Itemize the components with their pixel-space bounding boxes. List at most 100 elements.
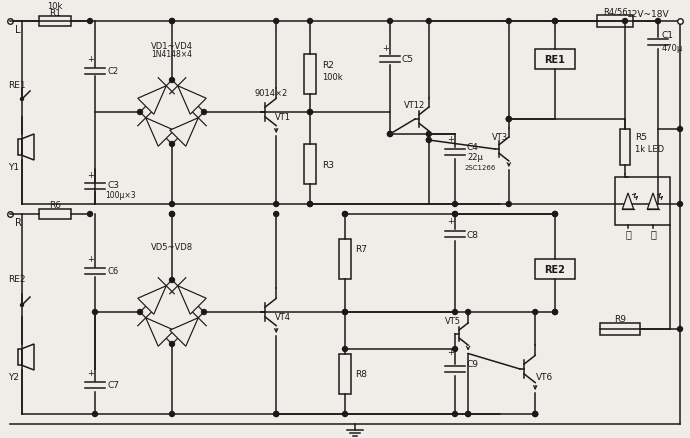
Text: +: +	[448, 348, 455, 357]
Circle shape	[466, 310, 471, 315]
Polygon shape	[178, 286, 206, 314]
Text: C3: C3	[107, 180, 119, 189]
Text: +: +	[88, 55, 95, 64]
Text: VT4: VT4	[275, 313, 291, 322]
Circle shape	[88, 212, 92, 217]
Bar	[339, 354, 351, 394]
Bar	[615, 177, 670, 226]
Circle shape	[201, 110, 206, 115]
Circle shape	[506, 117, 511, 122]
Circle shape	[274, 212, 279, 217]
Circle shape	[342, 347, 348, 352]
Bar	[18, 139, 22, 156]
Circle shape	[170, 212, 175, 217]
Bar	[339, 240, 351, 279]
Text: C6: C6	[107, 267, 118, 276]
Bar	[620, 130, 630, 166]
Text: 1k LED: 1k LED	[635, 145, 664, 154]
Circle shape	[137, 310, 143, 315]
Circle shape	[533, 310, 538, 315]
Circle shape	[274, 19, 279, 25]
Text: 470μ: 470μ	[662, 43, 683, 53]
Circle shape	[170, 412, 175, 417]
Text: +: +	[448, 217, 455, 226]
Text: 绿: 绿	[650, 229, 656, 238]
Text: C4: C4	[467, 143, 479, 152]
Circle shape	[678, 327, 682, 332]
Circle shape	[308, 110, 313, 115]
Bar	[18, 349, 22, 365]
Text: RE1: RE1	[8, 80, 26, 89]
Text: 100k: 100k	[322, 72, 343, 81]
Polygon shape	[170, 318, 198, 346]
Circle shape	[453, 202, 457, 207]
Circle shape	[170, 78, 175, 83]
Bar	[39, 17, 71, 27]
Circle shape	[137, 110, 143, 115]
Circle shape	[201, 310, 206, 315]
Polygon shape	[647, 194, 658, 209]
Circle shape	[553, 212, 558, 217]
Circle shape	[274, 412, 279, 417]
Text: VT5: VT5	[445, 317, 461, 326]
Text: RE1: RE1	[544, 55, 565, 65]
Circle shape	[92, 412, 97, 417]
Polygon shape	[22, 135, 34, 161]
Circle shape	[453, 212, 457, 217]
Text: +: +	[88, 369, 95, 378]
Text: R: R	[15, 218, 22, 227]
Circle shape	[170, 19, 175, 25]
Text: R6: R6	[49, 201, 61, 210]
Circle shape	[426, 138, 431, 143]
Text: +: +	[88, 255, 95, 264]
Bar	[600, 323, 640, 335]
Text: 12V~18V: 12V~18V	[627, 10, 669, 18]
Text: C5: C5	[402, 55, 414, 64]
Polygon shape	[146, 119, 175, 147]
Text: R2: R2	[322, 60, 334, 69]
Circle shape	[553, 19, 558, 25]
Circle shape	[170, 142, 175, 147]
Text: R1: R1	[49, 8, 61, 18]
Text: +: +	[448, 135, 455, 144]
Text: RE2: RE2	[544, 265, 565, 274]
Circle shape	[342, 310, 348, 315]
Text: R9: R9	[614, 315, 626, 324]
Circle shape	[170, 202, 175, 207]
Polygon shape	[170, 119, 198, 147]
Text: VD5~VD8: VD5~VD8	[151, 243, 193, 252]
Circle shape	[426, 19, 431, 25]
Circle shape	[388, 132, 393, 137]
Polygon shape	[146, 318, 175, 346]
Text: C7: C7	[107, 381, 119, 390]
Text: VT12: VT12	[404, 100, 426, 109]
Polygon shape	[22, 344, 34, 370]
Circle shape	[88, 19, 92, 25]
Circle shape	[92, 310, 97, 315]
Text: +: +	[88, 170, 95, 179]
Circle shape	[342, 212, 348, 217]
Circle shape	[274, 202, 279, 207]
Bar	[597, 16, 633, 28]
Bar	[304, 145, 316, 184]
Circle shape	[170, 278, 175, 283]
Circle shape	[388, 132, 393, 137]
Text: R5: R5	[635, 133, 647, 142]
Circle shape	[453, 310, 457, 315]
Text: RE2: RE2	[8, 275, 26, 284]
Text: 红: 红	[625, 229, 631, 238]
Text: Y2: Y2	[8, 373, 19, 381]
Circle shape	[170, 19, 175, 25]
Circle shape	[553, 310, 558, 315]
Polygon shape	[138, 286, 166, 314]
Text: Y1: Y1	[8, 163, 19, 172]
Circle shape	[453, 412, 457, 417]
Polygon shape	[178, 87, 206, 115]
Circle shape	[506, 117, 511, 122]
Polygon shape	[622, 194, 633, 209]
Circle shape	[453, 212, 457, 217]
Circle shape	[533, 412, 538, 417]
Circle shape	[170, 212, 175, 217]
Bar	[39, 209, 71, 219]
Circle shape	[308, 202, 313, 207]
